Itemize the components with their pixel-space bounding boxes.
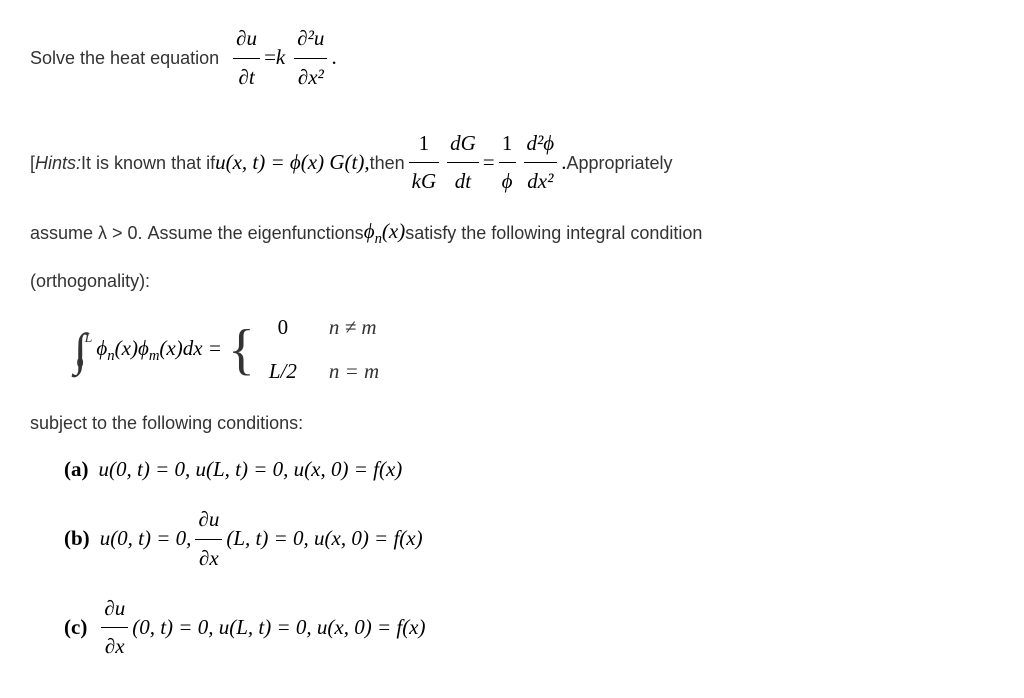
frac-d2u-dx2: ∂²u ∂x² bbox=[294, 20, 327, 97]
denominator: kG bbox=[409, 163, 440, 201]
assume-text: assume λ > 0. Assume the eigenfunctions bbox=[30, 217, 364, 249]
frac-dg-dt: dG dt bbox=[447, 125, 479, 202]
equals: = bbox=[483, 144, 495, 182]
hints-text: It is known that if bbox=[81, 147, 215, 179]
denominator: dx² bbox=[524, 163, 556, 201]
line-orthogonality: (orthogonality): bbox=[30, 265, 1004, 297]
case-row: L/2 n = m bbox=[261, 353, 379, 391]
numerator: 1 bbox=[499, 125, 516, 163]
frac-du-dx: ∂u ∂x bbox=[101, 590, 128, 667]
numerator: ∂²u bbox=[294, 20, 327, 58]
label-c: (c) bbox=[64, 609, 87, 647]
integral-sign: ∫ bbox=[74, 327, 87, 373]
numerator: dG bbox=[447, 125, 479, 163]
period: . bbox=[331, 39, 336, 77]
line-hints: [Hints: It is known that if u(x, t) = ϕ(… bbox=[30, 125, 1004, 202]
case-value: L/2 bbox=[261, 353, 305, 391]
satisfy-text: satisfy the following integral condition bbox=[405, 217, 702, 249]
condition-b: (b) u(0, t) = 0, ∂u ∂x (L, t) = 0, u(x, … bbox=[30, 501, 1004, 578]
left-brace: { bbox=[228, 322, 255, 378]
body-a: u(0, t) = 0, u(L, t) = 0, u(x, 0) = f(x) bbox=[99, 451, 403, 489]
frac-d2phi-dx2: d²ϕ dx² bbox=[524, 125, 558, 202]
line-assume: assume λ > 0. Assume the eigenfunctions … bbox=[30, 213, 1004, 253]
body-b-post: (L, t) = 0, u(x, 0) = f(x) bbox=[226, 520, 422, 558]
coeff-k: k bbox=[276, 39, 285, 77]
denominator: ∂x bbox=[102, 628, 128, 666]
label-b: (b) bbox=[64, 520, 90, 558]
line-subject-to: subject to the following conditions: bbox=[30, 407, 1004, 439]
body-b-pre: u(0, t) = 0, bbox=[100, 520, 192, 558]
frac-1-kg: 1 kG bbox=[409, 125, 440, 202]
hints-label: Hints: bbox=[35, 147, 81, 179]
integral-symbol: ∫ L 0 bbox=[74, 326, 96, 374]
case-condition: n = m bbox=[329, 353, 379, 391]
case-condition: n ≠ m bbox=[329, 309, 377, 347]
frac-du-dt: ∂u ∂t bbox=[233, 20, 260, 97]
then-text: then bbox=[370, 147, 405, 179]
denominator: ∂x² bbox=[295, 59, 327, 97]
condition-c: (c) ∂u ∂x (0, t) = 0, u(L, t) = 0, u(x, … bbox=[30, 590, 1004, 667]
denominator: dt bbox=[452, 163, 474, 201]
denominator: ∂x bbox=[196, 540, 222, 578]
condition-a: (a) u(0, t) = 0, u(L, t) = 0, u(x, 0) = … bbox=[30, 451, 1004, 489]
numerator: 1 bbox=[416, 125, 433, 163]
denominator: ϕ bbox=[499, 163, 516, 201]
appropriately-text: Appropriately bbox=[566, 147, 672, 179]
frac-du-dx: ∂u ∂x bbox=[195, 501, 222, 578]
phi-n: ϕn(x) bbox=[364, 213, 406, 253]
text-solve: Solve the heat equation bbox=[30, 42, 219, 74]
case-row: 0 n ≠ m bbox=[261, 309, 379, 347]
integrand: ϕn(x)ϕm(x)dx = bbox=[96, 330, 222, 370]
label-a: (a) bbox=[64, 451, 89, 489]
case-value: 0 bbox=[261, 309, 305, 347]
denominator: ∂t bbox=[236, 59, 258, 97]
numerator: d²ϕ bbox=[524, 125, 558, 163]
frac-1-phi: 1 ϕ bbox=[499, 125, 516, 202]
cases: 0 n ≠ m L/2 n = m bbox=[261, 309, 379, 391]
line-heat-equation: Solve the heat equation ∂u ∂t = k ∂²u ∂x… bbox=[30, 20, 1004, 97]
uxt-eq: u(x, t) = ϕ(x) G(t), bbox=[215, 144, 369, 182]
body-c-post: (0, t) = 0, u(L, t) = 0, u(x, 0) = f(x) bbox=[132, 609, 425, 647]
integral-condition: ∫ L 0 ϕn(x)ϕm(x)dx = { 0 n ≠ m L/2 n = m bbox=[30, 309, 1004, 391]
numerator: ∂u bbox=[195, 501, 222, 539]
numerator: ∂u bbox=[101, 590, 128, 628]
numerator: ∂u bbox=[233, 20, 260, 58]
equals: = bbox=[264, 39, 276, 77]
